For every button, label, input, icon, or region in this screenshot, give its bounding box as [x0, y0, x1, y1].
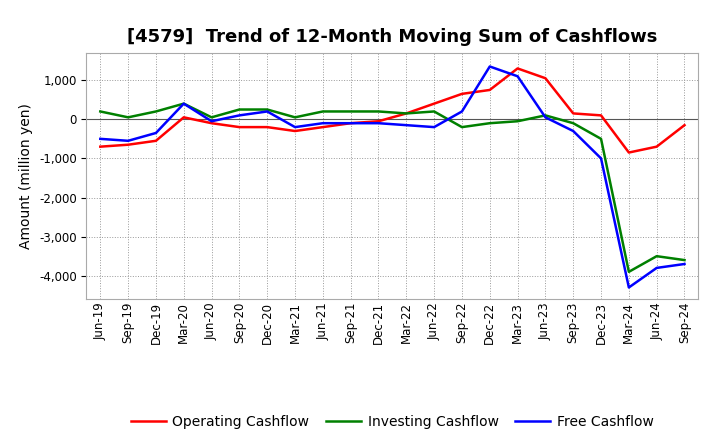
Operating Cashflow	[235, 125, 243, 130]
Operating Cashflow	[652, 144, 661, 149]
Operating Cashflow	[96, 144, 104, 149]
Free Cashflow	[680, 261, 689, 267]
Legend: Operating Cashflow, Investing Cashflow, Free Cashflow: Operating Cashflow, Investing Cashflow, …	[125, 410, 660, 435]
Operating Cashflow	[430, 101, 438, 106]
Investing Cashflow	[485, 121, 494, 126]
Operating Cashflow	[263, 125, 271, 130]
Free Cashflow	[346, 121, 355, 126]
Operating Cashflow	[541, 76, 550, 81]
Investing Cashflow	[207, 115, 216, 120]
Investing Cashflow	[680, 257, 689, 263]
Operating Cashflow	[207, 121, 216, 126]
Free Cashflow	[263, 109, 271, 114]
Investing Cashflow	[652, 253, 661, 259]
Line: Operating Cashflow: Operating Cashflow	[100, 69, 685, 153]
Operating Cashflow	[346, 121, 355, 126]
Operating Cashflow	[597, 113, 606, 118]
Investing Cashflow	[235, 107, 243, 112]
Operating Cashflow	[680, 122, 689, 128]
Free Cashflow	[541, 115, 550, 120]
Investing Cashflow	[263, 107, 271, 112]
Free Cashflow	[569, 128, 577, 134]
Investing Cashflow	[291, 115, 300, 120]
Investing Cashflow	[179, 101, 188, 106]
Operating Cashflow	[318, 125, 327, 130]
Operating Cashflow	[513, 66, 522, 71]
Investing Cashflow	[152, 109, 161, 114]
Investing Cashflow	[96, 109, 104, 114]
Operating Cashflow	[485, 87, 494, 92]
Free Cashflow	[291, 125, 300, 130]
Line: Free Cashflow: Free Cashflow	[100, 66, 685, 287]
Free Cashflow	[485, 64, 494, 69]
Investing Cashflow	[513, 119, 522, 124]
Free Cashflow	[402, 122, 410, 128]
Free Cashflow	[624, 285, 633, 290]
Investing Cashflow	[346, 109, 355, 114]
Free Cashflow	[96, 136, 104, 142]
Investing Cashflow	[624, 269, 633, 275]
Free Cashflow	[458, 109, 467, 114]
Free Cashflow	[597, 156, 606, 161]
Investing Cashflow	[597, 136, 606, 142]
Operating Cashflow	[179, 115, 188, 120]
Investing Cashflow	[374, 109, 383, 114]
Free Cashflow	[235, 113, 243, 118]
Operating Cashflow	[402, 111, 410, 116]
Investing Cashflow	[402, 111, 410, 116]
Title: [4579]  Trend of 12-Month Moving Sum of Cashflows: [4579] Trend of 12-Month Moving Sum of C…	[127, 28, 657, 46]
Investing Cashflow	[318, 109, 327, 114]
Operating Cashflow	[458, 91, 467, 96]
Operating Cashflow	[374, 119, 383, 124]
Free Cashflow	[430, 125, 438, 130]
Free Cashflow	[374, 121, 383, 126]
Operating Cashflow	[152, 138, 161, 143]
Operating Cashflow	[291, 128, 300, 134]
Operating Cashflow	[569, 111, 577, 116]
Free Cashflow	[652, 265, 661, 271]
Free Cashflow	[124, 138, 132, 143]
Operating Cashflow	[124, 142, 132, 147]
Investing Cashflow	[430, 109, 438, 114]
Free Cashflow	[513, 73, 522, 79]
Investing Cashflow	[458, 125, 467, 130]
Free Cashflow	[318, 121, 327, 126]
Operating Cashflow	[624, 150, 633, 155]
Y-axis label: Amount (million yen): Amount (million yen)	[19, 103, 33, 249]
Investing Cashflow	[541, 113, 550, 118]
Free Cashflow	[152, 130, 161, 136]
Free Cashflow	[179, 101, 188, 106]
Investing Cashflow	[569, 121, 577, 126]
Line: Investing Cashflow: Investing Cashflow	[100, 104, 685, 272]
Free Cashflow	[207, 119, 216, 124]
Investing Cashflow	[124, 115, 132, 120]
